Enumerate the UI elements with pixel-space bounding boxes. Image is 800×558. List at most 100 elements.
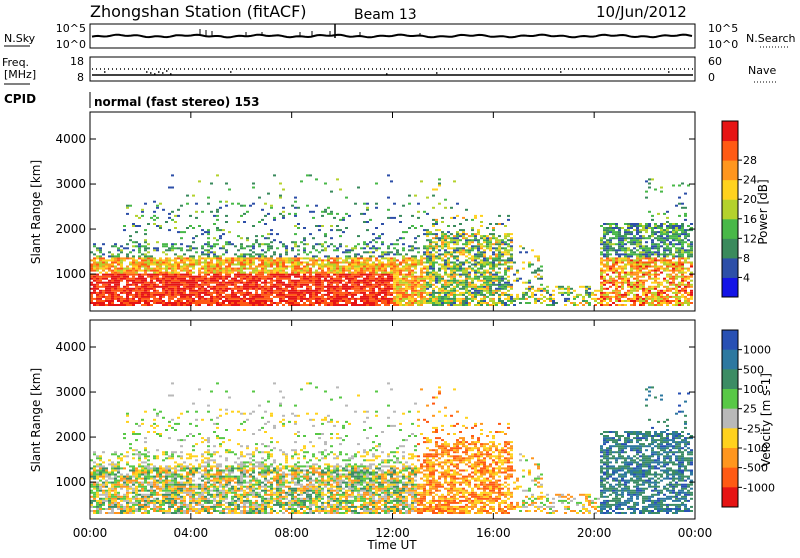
power-cell — [192, 286, 195, 288]
power-cell — [345, 259, 348, 261]
power-cell — [516, 294, 519, 296]
power-cell — [420, 294, 423, 296]
power-cell — [495, 264, 498, 266]
power-cell — [201, 253, 204, 255]
power-cell — [375, 259, 378, 261]
power-cell — [366, 276, 369, 278]
power-cell — [279, 195, 282, 197]
power-cell — [240, 304, 243, 306]
power-cell — [219, 284, 222, 286]
power-cell — [516, 270, 519, 272]
power-cell — [195, 286, 198, 288]
power-cell — [348, 282, 351, 284]
power-cell — [666, 255, 669, 257]
power-cell — [123, 272, 126, 274]
power-cell — [489, 274, 492, 276]
power-cell — [381, 243, 384, 245]
power-cell — [360, 247, 363, 249]
power-cell — [420, 264, 423, 266]
power-cell — [345, 213, 348, 215]
power-cell — [306, 257, 309, 259]
power-cell — [387, 284, 390, 286]
power-cell — [369, 268, 372, 270]
power-cell — [108, 302, 111, 304]
power-cell — [168, 249, 171, 251]
power-cell — [132, 241, 135, 243]
power-cell — [672, 245, 675, 247]
power-cell — [441, 292, 444, 294]
power-cell — [354, 280, 357, 282]
power-cell — [111, 292, 114, 294]
power-cell — [402, 288, 405, 290]
power-cell — [657, 274, 660, 276]
power-cell — [279, 268, 282, 270]
power-cell — [96, 292, 99, 294]
power-cell — [672, 270, 675, 272]
power-cell — [336, 213, 339, 215]
power-cell — [96, 302, 99, 304]
power-cell — [462, 280, 465, 282]
power-cell — [384, 300, 387, 302]
power-cell — [219, 255, 222, 257]
power-cell — [195, 211, 198, 213]
power-cell — [294, 288, 297, 290]
power-cell — [225, 274, 228, 276]
power-cell — [288, 284, 291, 286]
power-cell — [114, 245, 117, 247]
power-cell — [234, 282, 237, 284]
power-cell — [435, 280, 438, 282]
power-cell — [240, 280, 243, 282]
power-cell — [204, 266, 207, 268]
power-cell — [138, 243, 141, 245]
power-cell — [414, 255, 417, 257]
power-cell — [213, 268, 216, 270]
power-cell — [324, 280, 327, 282]
power-cell — [684, 207, 687, 209]
power-cell — [654, 274, 657, 276]
power-cell — [447, 241, 450, 243]
power-cell — [438, 278, 441, 280]
power-cell — [201, 211, 204, 213]
power-cell — [498, 280, 501, 282]
power-cell — [408, 298, 411, 300]
power-cell — [228, 298, 231, 300]
power-cell — [474, 272, 477, 274]
power-cell — [540, 284, 543, 286]
power-cell — [225, 298, 228, 300]
power-cell — [648, 225, 651, 227]
power-cell — [198, 304, 201, 306]
power-cell — [345, 302, 348, 304]
power-cell — [435, 223, 438, 225]
power-cell — [318, 264, 321, 266]
power-cell — [390, 264, 393, 266]
power-cell — [498, 286, 501, 288]
power-cell — [672, 280, 675, 282]
power-cell — [654, 280, 657, 282]
velocity-cell — [93, 461, 96, 463]
power-cell — [318, 302, 321, 304]
power-cell — [207, 284, 210, 286]
power-cell — [645, 272, 648, 274]
power-cell — [192, 290, 195, 292]
power-cell — [171, 294, 174, 296]
power-cell — [663, 237, 666, 239]
power-cell — [663, 223, 666, 225]
power-cell — [231, 302, 234, 304]
velocity-cell — [96, 494, 99, 496]
power-cell — [447, 259, 450, 261]
power-cell — [222, 268, 225, 270]
power-cell — [411, 249, 414, 251]
power-cell — [330, 257, 333, 259]
power-cell — [393, 243, 396, 245]
power-cell — [141, 264, 144, 266]
power-cell — [120, 268, 123, 270]
power-cell — [381, 270, 384, 272]
power-cell — [135, 231, 138, 233]
power-cell — [636, 280, 639, 282]
power-cell — [660, 235, 663, 237]
power-cell — [423, 272, 426, 274]
power-cell — [642, 292, 645, 294]
power-cell — [522, 247, 525, 249]
velocity-cell — [93, 498, 96, 500]
power-cell — [423, 286, 426, 288]
